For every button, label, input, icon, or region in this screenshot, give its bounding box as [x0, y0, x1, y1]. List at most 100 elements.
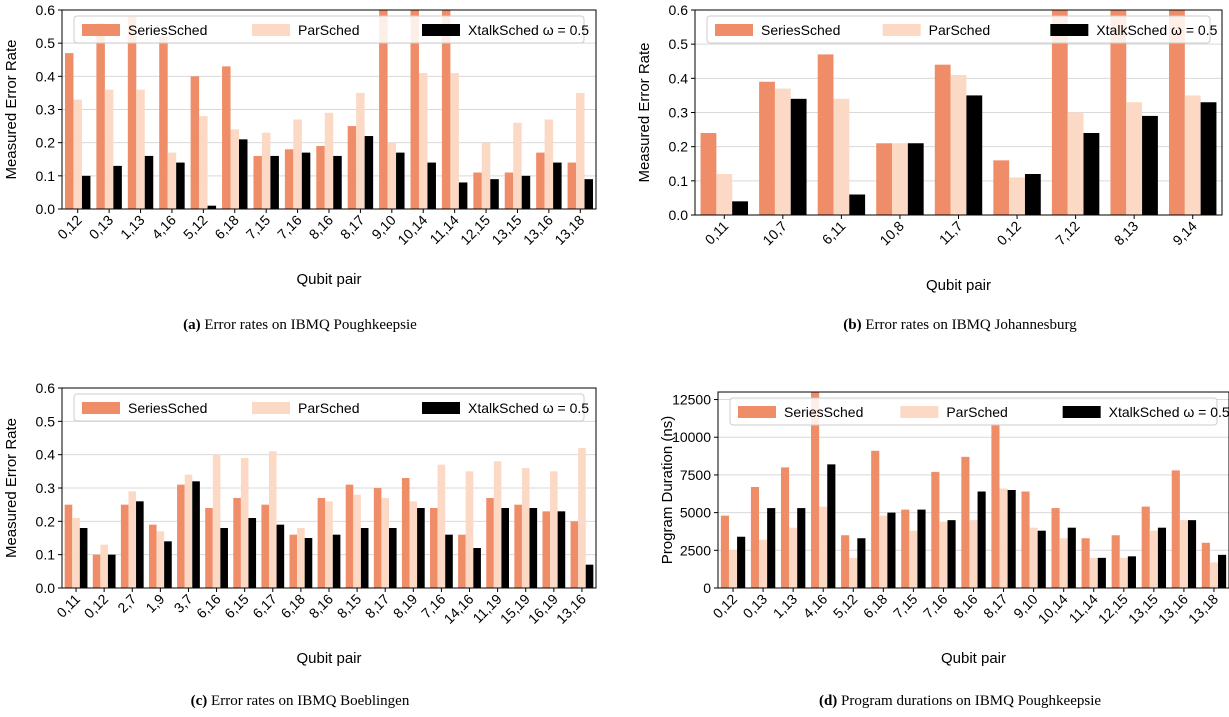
bar-xtalksched — [445, 534, 453, 588]
bar-seriessched — [205, 508, 213, 588]
legend-label: ParSched — [298, 400, 359, 416]
bar-parsched — [136, 89, 145, 209]
bar-seriessched — [876, 143, 893, 215]
bar-parsched — [1179, 520, 1188, 588]
x-tick-label: 7,12 — [1052, 218, 1083, 249]
legend-label: XtalkSched ω = 0.5 — [468, 22, 589, 38]
y-tick-label: 0.2 — [36, 135, 56, 151]
bar-xtalksched — [737, 536, 746, 588]
bar-seriessched — [1051, 10, 1068, 215]
legend-swatch — [1050, 24, 1089, 36]
bar-seriessched — [1021, 491, 1030, 588]
bar-xtalksched — [767, 508, 776, 588]
legend-label: ParSched — [298, 22, 359, 38]
bar-seriessched — [379, 10, 388, 209]
y-tick-label: 0.6 — [36, 2, 56, 18]
bar-seriessched — [430, 508, 438, 588]
y-tick-label: 0.6 — [669, 2, 689, 18]
plot-frame — [694, 9, 1223, 216]
bar-xtalksched — [797, 508, 806, 588]
bar-parsched — [268, 451, 277, 588]
bar-xtalksched — [417, 508, 425, 588]
bar-seriessched — [64, 504, 73, 588]
plot-frame — [61, 387, 597, 589]
y-tick-label: 0.0 — [669, 207, 689, 223]
bar-parsched — [381, 498, 390, 588]
x-tick-label: 6,18 — [860, 591, 891, 622]
bar-parsched — [950, 74, 967, 216]
bar-parsched — [892, 143, 908, 215]
caption-b-text: Error rates on IBMQ Johannesburg — [865, 317, 1077, 333]
bar-seriessched — [993, 160, 1010, 215]
x-axis-label: Qubit pair — [296, 650, 361, 667]
bar-seriessched — [120, 504, 129, 588]
bar-xtalksched — [1037, 530, 1046, 588]
caption-d: (d) Program durations on IBMQ Poughkeeps… — [700, 693, 1220, 710]
x-tick-label: 13,16 — [1155, 591, 1191, 627]
bar-parsched — [774, 88, 791, 215]
bar-parsched — [293, 119, 302, 209]
bar-parsched — [1009, 177, 1025, 215]
chart-panel-b: 0.0 0.1 0.2 0.3 0.4 0.5 0.6 0,11 10,7 6,11 10,8 11,… — [636, 0, 1229, 300]
legend-label: ParSched — [946, 404, 1007, 420]
x-tick-label: 7,16 — [920, 591, 951, 622]
bar-seriessched — [316, 145, 325, 209]
caption-c: (c) Error rates on IBMQ Boeblingen — [40, 693, 560, 710]
bar-parsched — [1059, 538, 1068, 588]
bar-seriessched — [289, 534, 298, 588]
y-axis-label: Program Duration (ns) — [659, 416, 676, 564]
caption-d-label: (d) — [818, 693, 838, 709]
bar-parsched — [409, 501, 418, 588]
bar-xtalksched — [144, 155, 154, 209]
legend-swatch — [82, 402, 120, 414]
bar-xtalksched — [529, 508, 538, 588]
bar-seriessched — [567, 162, 577, 209]
x-tick-label: 7,15 — [243, 212, 274, 243]
bar-xtalksched — [79, 528, 88, 588]
bar-parsched — [325, 501, 333, 588]
y-tick-label: 0.4 — [669, 70, 689, 86]
bar-seriessched — [401, 478, 410, 588]
y-tick-label: 10000 — [672, 429, 711, 445]
x-tick-label: 6,17 — [249, 591, 280, 622]
x-tick-label: 10,7 — [759, 218, 790, 249]
bar-parsched — [521, 468, 530, 588]
x-tick-label: 7,16 — [274, 212, 305, 243]
bar-seriessched — [841, 535, 850, 588]
bar-parsched — [849, 557, 858, 588]
legend-swatch — [252, 402, 290, 414]
bar-seriessched — [253, 155, 262, 209]
x-tick-label: 1,13 — [770, 591, 801, 622]
bar-seriessched — [901, 509, 910, 588]
x-tick-label: 14,16 — [441, 591, 477, 627]
x-tick-label: 8,16 — [306, 212, 337, 243]
caption-c-text: Error rates on IBMQ Boeblingen — [211, 693, 410, 709]
caption-d-text: Program durations on IBMQ Poughkeepsie — [841, 693, 1102, 709]
bar-seriessched — [1051, 508, 1060, 588]
bar-xtalksched — [732, 201, 748, 215]
bar-seriessched — [458, 534, 466, 588]
bar-parsched — [418, 73, 428, 210]
bar-parsched — [1029, 527, 1038, 588]
bar-xtalksched — [917, 509, 926, 588]
legend-swatch — [715, 24, 753, 36]
x-axis-label: Qubit pair — [296, 271, 361, 288]
x-tick-label: 0,12 — [994, 218, 1025, 249]
y-tick-label: 0.1 — [36, 547, 56, 563]
bar-parsched — [450, 73, 459, 210]
bar-xtalksched — [1083, 133, 1100, 215]
x-tick-label: 11,14 — [426, 212, 462, 248]
x-tick-label: 3,7 — [171, 591, 196, 616]
bar-xtalksched — [220, 528, 228, 588]
bar-parsched — [1089, 557, 1098, 588]
bar-seriessched — [373, 488, 382, 588]
bar-xtalksched — [977, 491, 986, 588]
x-tick-label: 11,14 — [1066, 591, 1102, 627]
bar-parsched — [513, 122, 522, 209]
x-tick-label: 11,19 — [469, 591, 505, 627]
bar-parsched — [833, 98, 850, 215]
bar-seriessched — [159, 36, 168, 210]
x-tick-label: 0,12 — [81, 591, 112, 622]
bar-parsched — [481, 142, 491, 209]
bar-xtalksched — [107, 554, 116, 588]
